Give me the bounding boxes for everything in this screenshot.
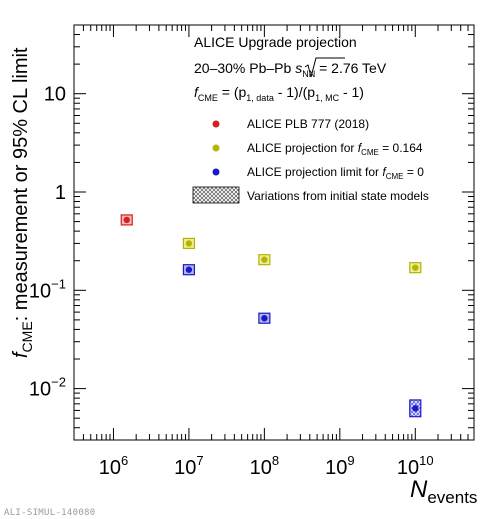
header-line-1: ALICE Upgrade projection <box>194 34 357 50</box>
legend-label-band: Variations from initial state models <box>247 189 429 203</box>
legend-label-limit: ALICE projection limit for fCME = 0 <box>247 165 424 181</box>
x-tick-label: 107 <box>174 453 203 479</box>
y-tick-label: 10 <box>44 84 66 106</box>
data-markers <box>120 214 422 418</box>
y-tick-label: 1 <box>55 182 66 204</box>
plot-frame <box>73 24 475 441</box>
y-axis-title: fCME: measurement or 95% CL limit <box>10 47 35 358</box>
data-point <box>412 264 419 271</box>
legend-marker-plb <box>212 120 220 128</box>
x-tick-label: 109 <box>325 453 354 479</box>
x-tick-label: 106 <box>99 453 128 479</box>
data-point <box>261 256 268 263</box>
sqrt-symbol <box>304 57 345 78</box>
header-line-3: fCME = (p1, data - 1)/(p1, MC - 1) <box>194 84 364 103</box>
data-point <box>185 266 193 273</box>
legend-label-projection: ALICE projection for fCME = 0.164 <box>247 141 423 157</box>
data-point <box>412 405 419 412</box>
legend-label-plb: ALICE PLB 777 (2018) <box>247 117 369 131</box>
y-tick-labels: 10−2 10−1 1 10 <box>29 84 66 401</box>
legend: ALICE PLB 777 (2018) ALICE projection fo… <box>192 117 429 204</box>
y-tick-label: 10−1 <box>29 276 66 302</box>
data-point <box>261 315 268 322</box>
axis-ticks <box>73 24 475 441</box>
data-point <box>123 216 130 224</box>
x-tick-label: 108 <box>250 453 279 479</box>
legend-marker-limit <box>212 168 220 176</box>
header-line-2: 20–30% Pb–Pb sNN = 2.76 TeV <box>194 60 387 79</box>
x-tick-label: 1010 <box>397 453 434 479</box>
data-point <box>185 240 193 247</box>
legend-band-swatch <box>192 186 240 204</box>
figure-id: ALI-SIMUL-140080 <box>4 508 96 518</box>
x-tick-labels: 106 107 108 109 1010 <box>99 453 434 479</box>
x-axis-title: Nevents <box>410 476 477 507</box>
legend-marker-projection <box>212 144 220 152</box>
y-tick-label: 10−2 <box>29 375 66 401</box>
